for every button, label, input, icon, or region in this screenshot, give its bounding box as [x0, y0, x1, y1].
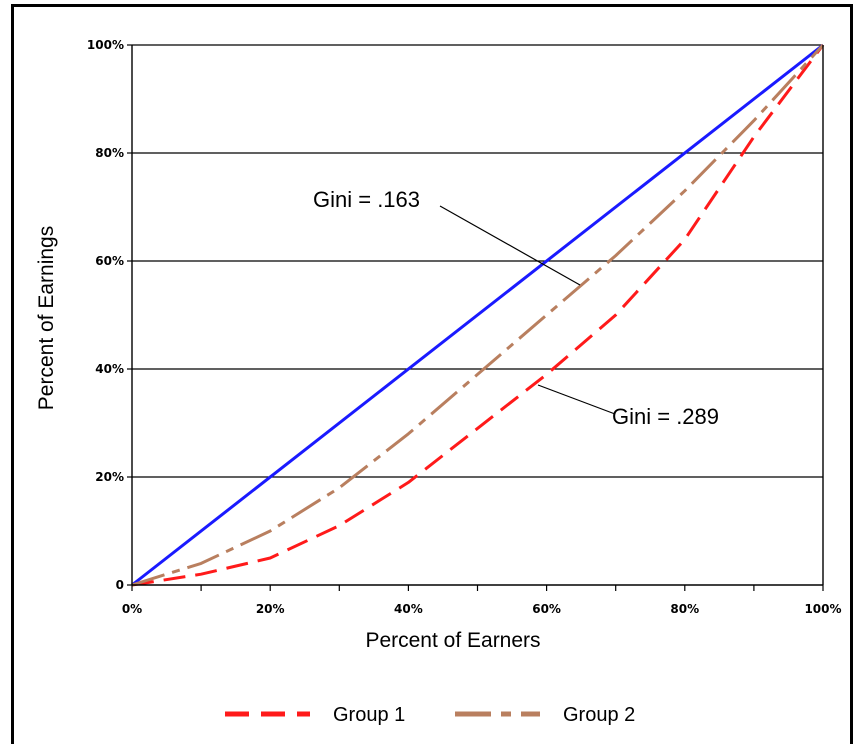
- gini-289-leader-line: [537, 384, 616, 415]
- x-tick-label: 60%: [532, 602, 561, 616]
- annotations: Gini = .163 Gini = .289: [313, 187, 719, 429]
- series-line-group2: [131, 43, 825, 587]
- y-tick-label: 80%: [95, 146, 124, 160]
- x-tick-label: 100%: [804, 602, 841, 616]
- y-axis-title: Percent of Earnings: [35, 226, 58, 410]
- chart-frame: [11, 4, 853, 744]
- legend-item-group2: Group 2: [455, 704, 635, 726]
- gini-163-label: Gini = .163: [313, 187, 420, 212]
- x-tick-label: 0%: [122, 602, 142, 616]
- grid-lines: [132, 44, 823, 478]
- x-tick-label: 20%: [256, 602, 285, 616]
- y-tick-label: 60%: [95, 254, 124, 268]
- legend-label-group2: Group 2: [563, 704, 635, 726]
- x-axis-title: Percent of Earners: [365, 629, 540, 652]
- tick-labels: 0 20% 40% 60% 80% 100% 0% 20% 40% 60% 80% 100%: [87, 38, 842, 616]
- series-line-equality: [131, 43, 824, 587]
- y-tick-label: 20%: [95, 470, 124, 484]
- axes: [127, 44, 824, 591]
- y-tick-label: 40%: [95, 362, 124, 376]
- y-tick-label: 100%: [87, 38, 124, 52]
- gini-163-leader-line: [439, 205, 581, 286]
- x-tick-label: 80%: [670, 602, 699, 616]
- y-tick-label: 0: [116, 578, 124, 592]
- legend: Group 1 Group 2: [225, 704, 635, 726]
- legend-item-group1: Group 1: [225, 704, 405, 726]
- series-line-group1: [131, 44, 825, 587]
- x-tick-label: 40%: [394, 602, 423, 616]
- gini-289-label: Gini = .289: [612, 404, 719, 429]
- legend-label-group1: Group 1: [333, 704, 405, 726]
- series-lines: [131, 43, 825, 587]
